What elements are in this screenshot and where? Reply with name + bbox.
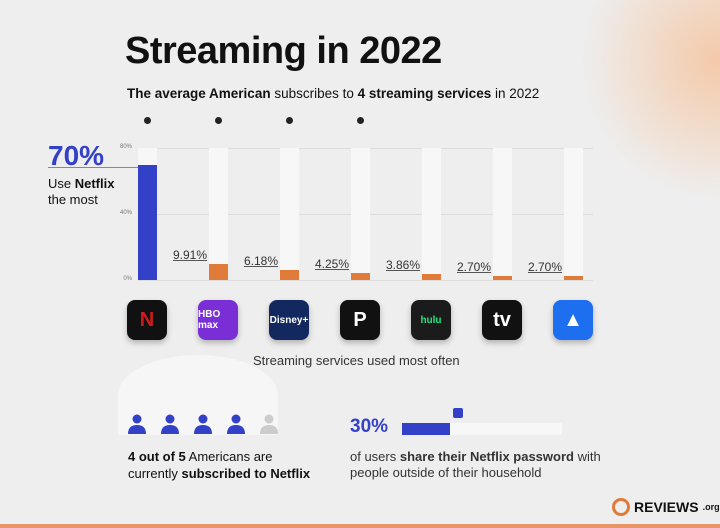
- stat1-bold-2: subscribed to Netflix: [181, 466, 311, 481]
- bar-track: [564, 148, 583, 280]
- subtitle-text-1: subscribes to: [270, 86, 358, 101]
- marker-icon: [453, 408, 463, 418]
- data-label: 9.91%: [173, 247, 208, 262]
- y-tick-label: 40%: [119, 210, 132, 216]
- person-icon: [128, 414, 146, 434]
- gridline: [138, 280, 593, 281]
- bar-disney-: [280, 269, 299, 280]
- stat2-text-1: of users: [350, 449, 400, 464]
- subtitle: The average American subscribes to 4 str…: [127, 86, 539, 101]
- subtitle-bold-2: 4 streaming services: [357, 86, 492, 101]
- bar-track: [209, 148, 228, 280]
- reviews-org-logo: REVIEWS .org: [612, 498, 720, 516]
- stat1-text-2: currently: [128, 466, 182, 481]
- decorative-shape: [118, 355, 278, 435]
- person-icon: [194, 414, 212, 434]
- subtitle-text-2: in 2022: [491, 86, 540, 101]
- y-tick-label: 0%: [123, 276, 132, 282]
- netflix-share-line: [48, 167, 143, 168]
- bar-paramount-: [564, 275, 583, 280]
- netflix-icon: N: [127, 300, 167, 340]
- bar-track: [422, 148, 441, 280]
- person-icon: [260, 414, 278, 434]
- person-icon: [227, 414, 245, 434]
- person-icon: [161, 414, 179, 434]
- hbo-max-icon: HBO max: [198, 300, 238, 340]
- bar-peacock: [351, 272, 370, 280]
- subtitle-bold-1: The average American: [127, 86, 271, 101]
- caption-most: the most: [48, 192, 98, 207]
- netflix-share-value: 70%: [48, 140, 105, 171]
- bar-hbo-max: [209, 263, 228, 280]
- disney-plus-icon: Disney+: [269, 300, 309, 340]
- password-share-fill: [402, 423, 450, 435]
- logo-icon: [612, 498, 630, 516]
- x-axis-label: Streaming services used most often: [253, 353, 460, 368]
- caption-use: Use: [48, 176, 75, 191]
- paramount-plus-icon: ▲: [553, 300, 593, 340]
- stat1-bold-1: 4 out of 5: [128, 449, 186, 464]
- hulu-icon: hulu: [411, 300, 451, 340]
- bar-track: [351, 148, 370, 280]
- y-tick-label: 80%: [119, 144, 132, 150]
- bar-hulu: [422, 273, 441, 280]
- bar-track: [493, 148, 512, 280]
- data-label: 4.25%: [315, 256, 350, 271]
- logo-text: REVIEWS: [634, 499, 699, 515]
- logo-suffix: .org: [702, 502, 720, 512]
- stat1-text-1: Americans are: [185, 449, 273, 464]
- bar-track: [280, 148, 299, 280]
- page-title: Streaming in 2022: [125, 30, 442, 72]
- service-dot: [215, 117, 222, 124]
- data-label: 3.86%: [386, 257, 421, 272]
- service-dot: [286, 117, 293, 124]
- service-dot: [144, 117, 151, 124]
- stat2-text-3: people outside of their household: [350, 465, 542, 480]
- data-label: 2.70%: [528, 259, 563, 274]
- stat2-text-2: with: [573, 449, 601, 464]
- bar-netflix: [138, 164, 157, 280]
- peacock-icon: P: [340, 300, 380, 340]
- caption-netflix: Netflix: [74, 176, 115, 191]
- data-label: 2.70%: [457, 259, 492, 274]
- bar-apple-tv: [493, 275, 512, 280]
- stat2-bold: share their Netflix password: [399, 449, 574, 464]
- netflix-share-caption: Use Netflix the most: [48, 176, 114, 208]
- password-share-value: 30%: [350, 416, 389, 437]
- password-share-caption: of users share their Netflix password wi…: [350, 449, 601, 481]
- data-label: 6.18%: [244, 253, 279, 268]
- apple-tv-icon: tv: [482, 300, 522, 340]
- service-dot: [357, 117, 364, 124]
- subscribed-stat: 4 out of 5 Americans are currently subscr…: [128, 448, 310, 482]
- bottom-accent-bar: [0, 524, 720, 528]
